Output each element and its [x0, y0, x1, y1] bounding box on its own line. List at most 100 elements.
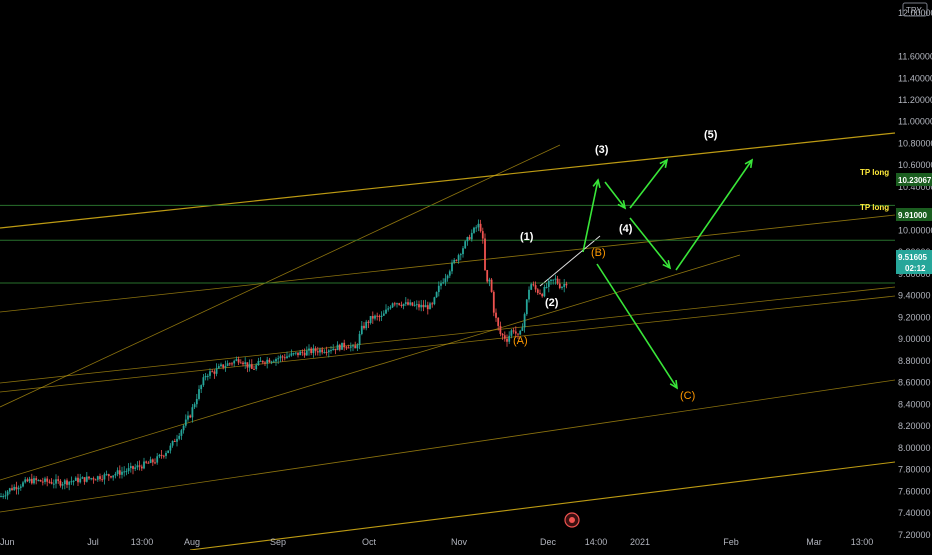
candle-body [217, 366, 220, 369]
candle-body [316, 351, 319, 353]
candle-body [160, 454, 163, 456]
candle-body [6, 491, 9, 496]
candle-body [195, 398, 198, 405]
candle-body [68, 481, 71, 485]
candle-body [55, 479, 57, 484]
candle-body [393, 303, 396, 305]
price-tick-label: 7.20000 [898, 530, 931, 540]
candle-body [44, 478, 46, 482]
candle-body [121, 471, 123, 475]
horizontal-levels[interactable] [0, 204, 895, 284]
candle-body [446, 275, 449, 279]
candle-body [193, 404, 196, 408]
candle-body [352, 345, 354, 347]
time-tick-label: Oct [362, 537, 377, 547]
candle-body [46, 478, 49, 482]
arrow-head [617, 200, 627, 210]
candle-body [268, 359, 271, 363]
candle-body [277, 358, 280, 360]
tp-price-tag-2: 9.91000 [898, 211, 927, 220]
candle-body [114, 473, 117, 476]
candle-body [15, 486, 18, 490]
candle-body [354, 345, 357, 349]
candle-body [259, 360, 262, 362]
arrow-head [659, 158, 669, 168]
candle-body [2, 495, 5, 497]
candle-body [244, 362, 247, 365]
candle-body [347, 347, 350, 349]
price-axis[interactable]: 12.00000 11.60000 11.40000 11.20000 11.00000… [898, 8, 932, 540]
time-tick-label: Dec [540, 537, 557, 547]
replay-icon[interactable] [564, 512, 580, 528]
last-price-tag-bg [896, 250, 932, 274]
candle-body [264, 362, 266, 364]
price-tick-label: 8.80000 [898, 356, 931, 366]
wave-label-1: (1) [520, 231, 534, 243]
time-tick-label: 13:00 [131, 537, 154, 547]
candle-body [325, 352, 328, 354]
candle-body [477, 223, 480, 228]
trend-channel-lines[interactable] [0, 132, 896, 551]
candle-body [103, 474, 106, 480]
candle-body [11, 488, 13, 490]
candle-body [222, 364, 225, 368]
candle-body [534, 285, 537, 290]
candle-body [162, 455, 165, 457]
candle-body [26, 479, 29, 482]
price-tick-label: 7.80000 [898, 465, 931, 475]
candle-body [275, 359, 277, 362]
time-axis[interactable]: Jun Jul 13:00 Aug Sep Oct Nov Dec 14:00 2021 Feb Ma… [0, 537, 873, 547]
projection-arrow [629, 217, 671, 269]
candle-body [338, 344, 341, 350]
time-tick-label: 2021 [630, 537, 650, 547]
candle-body [83, 477, 86, 482]
candle-body [242, 362, 244, 365]
candle-body [297, 352, 299, 356]
candle-body [541, 293, 544, 297]
candle-body [525, 299, 528, 315]
candle-body [28, 478, 31, 482]
channel-line [0, 254, 741, 481]
candle-body [110, 476, 112, 478]
candle-body [495, 312, 497, 318]
candle-body [261, 360, 264, 363]
projection-arrows[interactable] [582, 158, 754, 390]
candle-body [154, 462, 156, 464]
candle-body [468, 237, 471, 240]
candle-body [363, 325, 365, 329]
candle-body [360, 325, 363, 335]
price-tick-label: 10.40000 [898, 182, 932, 192]
candle-body [180, 430, 183, 436]
candle-body [486, 270, 489, 282]
candle-body [138, 465, 141, 467]
candle-body [378, 316, 381, 318]
candle-body [22, 482, 24, 487]
candle-body [116, 470, 119, 474]
candle-body [66, 480, 68, 485]
candle-body [165, 452, 167, 456]
candle-body [305, 350, 308, 356]
candle-body [112, 475, 115, 478]
candle-body [88, 476, 90, 479]
candle-body [290, 353, 293, 356]
candle-body [288, 355, 291, 357]
candle-body [48, 481, 51, 483]
candle-body [561, 287, 563, 289]
candle-body [345, 347, 348, 349]
currency-badge[interactable]: TRY [902, 2, 928, 17]
candle-body [248, 364, 251, 368]
projection-arrow [596, 263, 678, 389]
candle-body [169, 445, 172, 451]
candle-body [391, 303, 394, 308]
candle-body [167, 450, 170, 453]
candle-body [563, 283, 566, 288]
candle-body [437, 285, 440, 293]
candle-body [50, 482, 53, 484]
candle-body [61, 484, 64, 486]
candle-body [523, 314, 526, 328]
candle-body [226, 363, 229, 366]
price-tick-label: 7.40000 [898, 508, 931, 518]
candle-body [453, 259, 456, 263]
